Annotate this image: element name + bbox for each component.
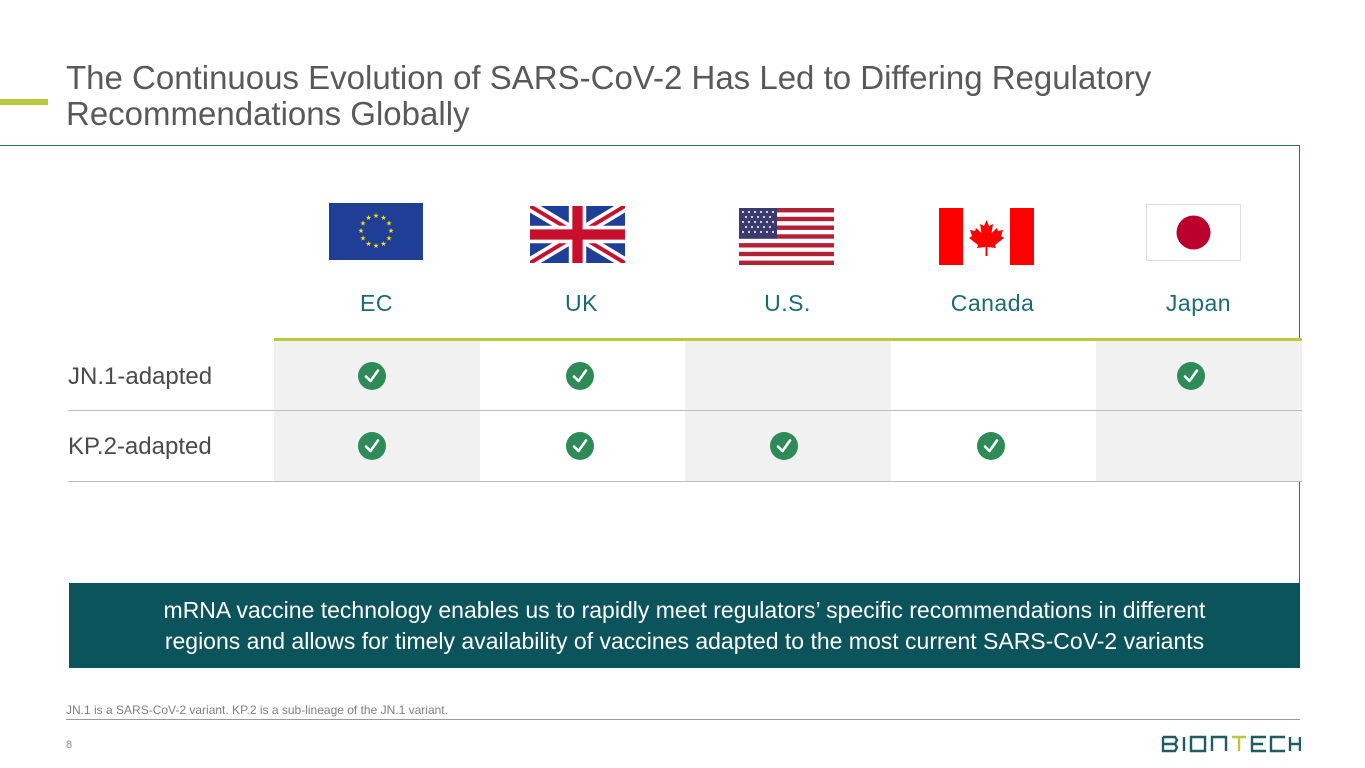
page-number: 8 bbox=[66, 739, 73, 751]
check-icon bbox=[566, 362, 594, 390]
check-icon bbox=[358, 432, 386, 460]
column-label-canada: Canada bbox=[950, 290, 1035, 316]
key-message-banner: mRNA vaccine technology enables us to ra… bbox=[69, 583, 1300, 668]
column-label-us: U.S. bbox=[764, 290, 811, 316]
row-label-kp2: KP.2-adapted bbox=[68, 433, 212, 460]
banner-line-1: mRNA vaccine technology enables us to ra… bbox=[163, 597, 1206, 623]
row-divider bbox=[68, 481, 1302, 482]
svg-text:★: ★ bbox=[360, 235, 366, 243]
footnote: JN.1 is a SARS-CoV-2 variant. KP.2 is a … bbox=[66, 703, 448, 717]
us-flag-icon bbox=[739, 208, 834, 265]
title-line-1: The Continuous Evolution of SARS-CoV-2 H… bbox=[66, 59, 1152, 96]
row-divider bbox=[68, 410, 1302, 411]
title-line-2: Recommendations Globally bbox=[66, 95, 470, 132]
svg-text:★: ★ bbox=[365, 214, 371, 222]
column-label-ec: EC bbox=[360, 290, 393, 316]
check-icon bbox=[977, 432, 1005, 460]
check-icon bbox=[566, 432, 594, 460]
svg-text:★: ★ bbox=[386, 235, 392, 243]
biontech-logo bbox=[1161, 735, 1301, 753]
column-label-uk: UK bbox=[565, 290, 598, 316]
title-accent-bar bbox=[0, 99, 48, 105]
svg-text:★: ★ bbox=[358, 227, 364, 235]
row-label-jn1: JN.1-adapted bbox=[68, 363, 213, 390]
table-header-line bbox=[274, 338, 1302, 341]
banner-line-2: regions and allows for timely availabili… bbox=[164, 628, 1205, 654]
check-icon bbox=[358, 362, 386, 390]
svg-text:★: ★ bbox=[380, 214, 386, 222]
footer-divider bbox=[66, 719, 1300, 720]
japan-flag-icon bbox=[1146, 204, 1241, 261]
check-icon bbox=[770, 432, 798, 460]
svg-text:★: ★ bbox=[373, 212, 379, 220]
column-label-japan: Japan bbox=[1165, 290, 1232, 316]
check-icon bbox=[1177, 362, 1205, 390]
eu-flag-icon: ★ ★★ ★★★ ★★★ ★★★ bbox=[329, 203, 423, 260]
column-shade-us bbox=[685, 341, 891, 481]
svg-text:★: ★ bbox=[373, 242, 379, 250]
svg-text:★: ★ bbox=[360, 220, 366, 228]
slide-title: The Continuous Evolution of SARS-CoV-2 H… bbox=[66, 60, 1266, 132]
column-shade-japan bbox=[1096, 341, 1302, 481]
svg-text:★: ★ bbox=[386, 220, 392, 228]
svg-text:★: ★ bbox=[388, 227, 394, 235]
canada-flag-icon bbox=[939, 208, 1034, 265]
frame-top-border bbox=[0, 145, 1300, 146]
svg-text:★: ★ bbox=[365, 240, 371, 248]
svg-text:★: ★ bbox=[380, 240, 386, 248]
uk-flag-icon bbox=[530, 206, 625, 263]
